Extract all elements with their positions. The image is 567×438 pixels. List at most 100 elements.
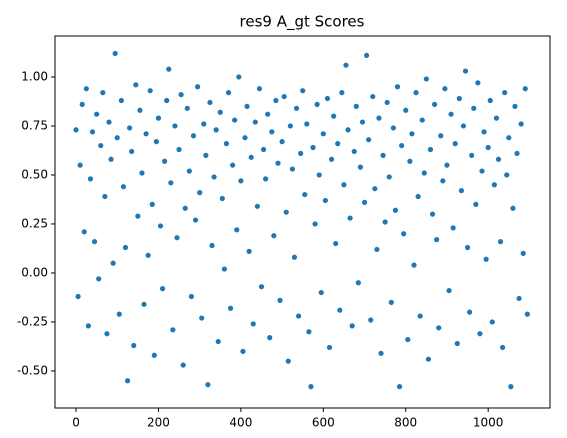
point bbox=[87, 176, 94, 182]
point bbox=[361, 199, 368, 206]
point bbox=[275, 160, 281, 166]
point bbox=[483, 256, 489, 262]
point bbox=[497, 238, 504, 245]
point bbox=[475, 80, 481, 86]
point bbox=[312, 221, 318, 227]
point bbox=[137, 107, 143, 113]
point bbox=[331, 113, 337, 119]
point bbox=[339, 90, 345, 96]
point bbox=[295, 313, 302, 319]
point bbox=[248, 154, 254, 160]
point bbox=[370, 93, 376, 100]
point bbox=[89, 129, 96, 135]
point bbox=[195, 84, 201, 90]
point bbox=[477, 331, 483, 337]
point bbox=[341, 182, 347, 188]
point bbox=[308, 384, 314, 390]
point bbox=[227, 305, 234, 311]
point bbox=[279, 139, 285, 145]
point bbox=[392, 207, 399, 213]
point bbox=[143, 131, 149, 137]
point bbox=[471, 105, 477, 111]
point bbox=[234, 227, 240, 233]
point bbox=[258, 284, 265, 290]
point bbox=[159, 286, 166, 292]
point bbox=[242, 135, 248, 141]
point bbox=[524, 311, 530, 317]
x-tick-label: 400 bbox=[229, 416, 252, 430]
point bbox=[120, 184, 127, 190]
point bbox=[139, 170, 145, 176]
point bbox=[127, 125, 133, 131]
point bbox=[481, 129, 487, 135]
point bbox=[411, 262, 417, 268]
point bbox=[155, 115, 162, 121]
point bbox=[256, 86, 263, 92]
point bbox=[263, 176, 269, 182]
x-tick-label: 800 bbox=[394, 416, 417, 430]
point bbox=[359, 119, 366, 125]
point bbox=[337, 307, 343, 313]
point bbox=[100, 90, 106, 96]
chart-title: res9 A_gt Scores bbox=[240, 13, 365, 32]
point bbox=[328, 156, 335, 162]
point bbox=[423, 76, 429, 82]
point bbox=[298, 150, 304, 157]
point bbox=[287, 123, 293, 129]
point bbox=[254, 203, 260, 209]
point bbox=[372, 186, 378, 192]
point bbox=[353, 103, 359, 109]
point bbox=[500, 344, 506, 351]
point bbox=[91, 238, 98, 245]
point bbox=[149, 201, 155, 207]
x-tick-label: 0 bbox=[72, 416, 80, 430]
point bbox=[335, 141, 341, 147]
plot-frame bbox=[54, 35, 551, 409]
point bbox=[512, 103, 518, 109]
point bbox=[147, 88, 153, 94]
point bbox=[190, 133, 197, 139]
point bbox=[347, 215, 353, 221]
point bbox=[300, 88, 306, 94]
point bbox=[384, 99, 390, 106]
point bbox=[73, 127, 79, 133]
point bbox=[129, 148, 135, 155]
point bbox=[217, 109, 223, 115]
point bbox=[314, 101, 320, 108]
point bbox=[431, 101, 438, 108]
point bbox=[405, 336, 411, 343]
point bbox=[281, 93, 287, 100]
point bbox=[343, 62, 349, 68]
point bbox=[131, 342, 137, 349]
point bbox=[197, 190, 203, 196]
point bbox=[436, 325, 442, 331]
point bbox=[349, 323, 355, 329]
point bbox=[473, 201, 479, 207]
point bbox=[376, 115, 382, 121]
y-tick-label: 0.75 bbox=[21, 118, 48, 132]
point bbox=[250, 321, 256, 327]
point bbox=[479, 168, 485, 174]
point bbox=[434, 237, 440, 243]
point bbox=[401, 231, 407, 237]
point bbox=[407, 158, 413, 164]
point bbox=[351, 148, 357, 155]
point bbox=[186, 168, 192, 174]
point bbox=[246, 248, 252, 254]
point bbox=[170, 327, 176, 333]
point bbox=[96, 276, 102, 282]
point bbox=[456, 95, 462, 102]
point bbox=[440, 178, 446, 184]
point bbox=[333, 240, 339, 247]
point bbox=[320, 131, 326, 137]
point bbox=[153, 139, 159, 145]
point bbox=[77, 162, 83, 168]
point bbox=[386, 174, 392, 180]
point bbox=[510, 205, 516, 211]
point bbox=[520, 250, 526, 256]
point bbox=[238, 178, 244, 184]
point bbox=[244, 103, 250, 109]
point bbox=[324, 95, 331, 102]
point bbox=[289, 166, 296, 172]
point bbox=[382, 219, 388, 225]
